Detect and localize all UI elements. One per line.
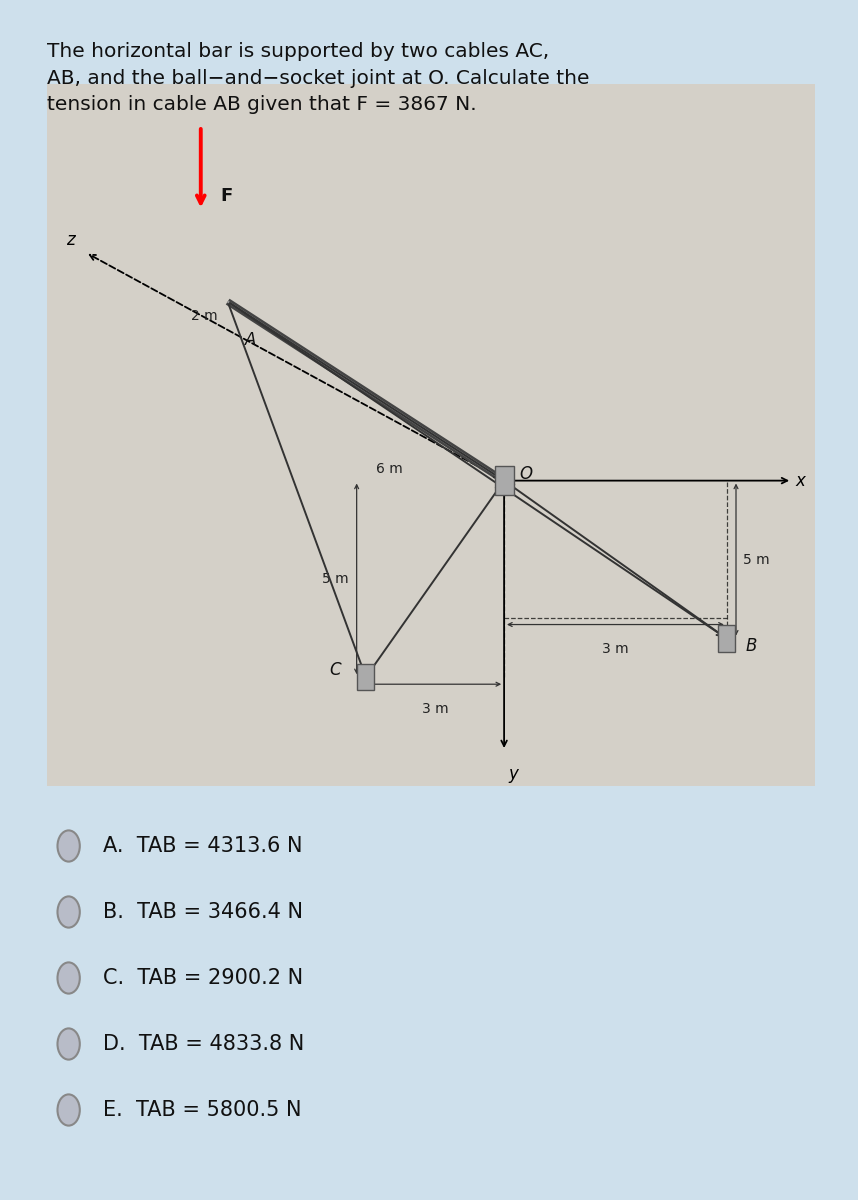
Bar	[357, 664, 374, 690]
Text: A: A	[245, 331, 257, 349]
Text: A.  TAB = 4313.6 N: A. TAB = 4313.6 N	[103, 836, 303, 856]
Text: C.  TAB = 2900.2 N: C. TAB = 2900.2 N	[103, 968, 303, 988]
Circle shape	[57, 830, 80, 862]
Text: C: C	[329, 661, 341, 679]
Text: z: z	[66, 230, 75, 248]
Text: F: F	[220, 187, 233, 205]
Bar	[47, 84, 815, 786]
Text: 5 m: 5 m	[322, 572, 348, 586]
Text: The horizontal bar is supported by two cables AC,
AB, and the ball−and−socket jo: The horizontal bar is supported by two c…	[47, 42, 589, 114]
Bar	[718, 625, 735, 652]
Circle shape	[57, 1028, 80, 1060]
Circle shape	[57, 962, 80, 994]
Text: 6 m: 6 m	[376, 462, 402, 475]
Text: x: x	[796, 472, 806, 490]
Text: D.  TAB = 4833.8 N: D. TAB = 4833.8 N	[103, 1034, 305, 1054]
Bar	[495, 466, 514, 496]
Text: 2 m: 2 m	[191, 308, 218, 323]
Text: 3 m: 3 m	[421, 702, 448, 715]
Text: B.  TAB = 3466.4 N: B. TAB = 3466.4 N	[103, 902, 303, 922]
Circle shape	[57, 896, 80, 928]
Text: O: O	[519, 464, 532, 482]
Text: 5 m: 5 m	[743, 553, 770, 566]
Text: y: y	[508, 764, 518, 782]
Text: 3 m: 3 m	[602, 642, 629, 656]
Text: E.  TAB = 5800.5 N: E. TAB = 5800.5 N	[103, 1100, 301, 1120]
Circle shape	[57, 1094, 80, 1126]
Text: B: B	[746, 636, 757, 655]
